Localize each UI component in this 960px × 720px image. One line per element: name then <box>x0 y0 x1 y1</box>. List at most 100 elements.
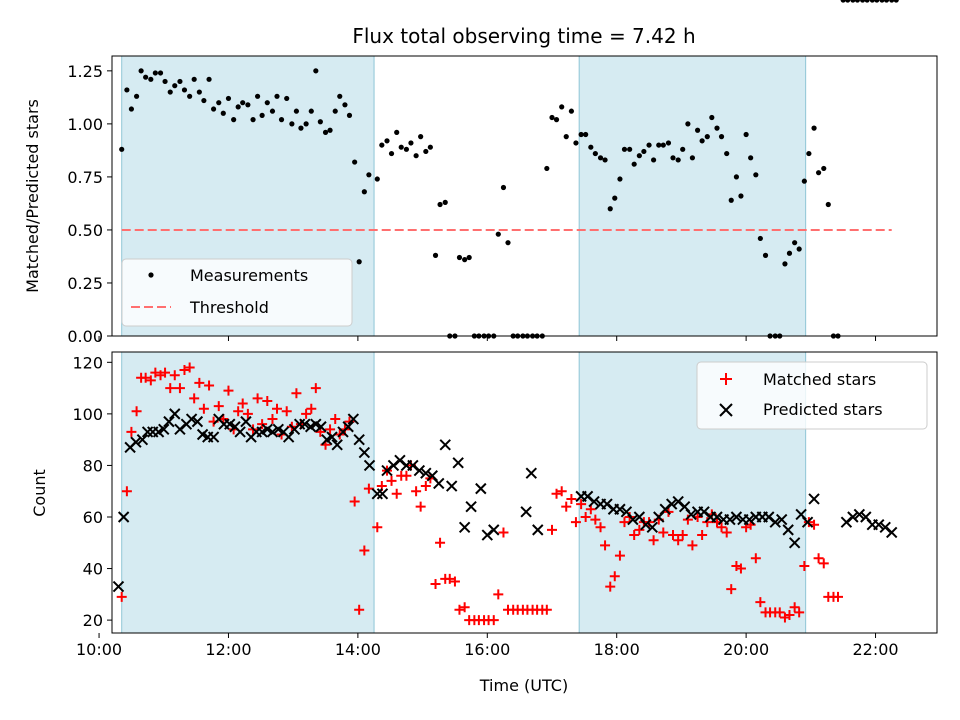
matched-star-point <box>784 609 795 620</box>
top-panel-points <box>119 0 899 339</box>
matched-star-point <box>306 403 317 414</box>
matched-star-point <box>242 408 253 419</box>
measurement-point <box>850 0 856 3</box>
measurement-point <box>181 87 188 93</box>
matched-star-point <box>605 581 616 592</box>
measurement-point <box>119 146 125 152</box>
predicted-star-point <box>808 493 820 505</box>
matched-star-point <box>179 365 190 376</box>
matched-star-point <box>233 406 244 417</box>
predicted-star-point <box>801 516 814 528</box>
matched-star-point <box>267 414 278 425</box>
measurement-point <box>133 93 140 99</box>
predicted-star-point <box>532 524 544 536</box>
matched-star-point <box>401 470 412 481</box>
bottom-panel: 20 40 60 80 100 120 10:00 12:00 14:00 16:00 18:00… <box>30 352 938 695</box>
matched-star-point <box>580 511 591 522</box>
x-tick-label: 14:00 <box>335 640 381 659</box>
legend-label-matched-stars: Matched stars <box>763 370 876 389</box>
measurement-point <box>879 0 885 3</box>
matched-star-point <box>140 372 151 383</box>
legend-label-measurements: Measurements <box>190 266 308 285</box>
matched-star-point <box>449 576 460 587</box>
legend-marker-predicted-stars <box>719 403 733 417</box>
matched-star-point <box>257 419 268 430</box>
predicted-star-point <box>640 519 652 531</box>
measurement-point <box>694 127 701 133</box>
matched-star-point <box>194 377 205 388</box>
predicted-star-point <box>525 467 538 479</box>
measurement-point <box>811 125 817 131</box>
measurement-point <box>148 76 154 82</box>
measurement-point <box>549 114 555 121</box>
matched-star-point <box>547 524 557 535</box>
top-panel-frame <box>111 55 938 337</box>
matched-star-point <box>223 385 234 396</box>
measurement-point <box>284 95 290 102</box>
matched-star-point <box>600 540 611 551</box>
measurement-point <box>293 108 300 114</box>
bottom-legend: Matched stars Predicted stars <box>696 361 928 430</box>
matched-star-point <box>386 475 397 486</box>
predicted-star-point <box>207 431 220 443</box>
predicted-star-point <box>588 495 600 508</box>
matched-star-point <box>609 571 620 582</box>
measurement-point <box>356 259 362 265</box>
predicted-star-point <box>782 524 794 536</box>
matched-star-point <box>619 517 630 528</box>
measurement-point <box>220 110 226 116</box>
matched-star-point <box>735 563 746 574</box>
matched-star-point <box>774 607 785 618</box>
predicted-star-point <box>730 511 743 523</box>
measurement-point <box>352 159 358 165</box>
predicted-star-point <box>646 521 659 534</box>
measurement-point <box>196 89 202 95</box>
predicted-star-point <box>724 513 736 526</box>
matched-star-point <box>794 607 805 618</box>
predicted-star-point <box>433 477 445 490</box>
y-tick-label: 1.00 <box>67 115 103 134</box>
matched-star-point <box>325 424 336 435</box>
measurement-point <box>859 0 866 3</box>
measurement-point <box>825 201 831 208</box>
measurement-point <box>413 153 419 159</box>
measurement-point <box>753 172 759 178</box>
measurement-point <box>250 117 256 123</box>
y-tick-label: 100 <box>72 405 103 424</box>
measurement-point <box>840 0 846 3</box>
predicted-star-point <box>163 415 175 428</box>
measurement-point <box>398 144 404 150</box>
matched-star-point <box>145 375 156 386</box>
matched-star-point <box>116 591 127 602</box>
predicted-star-point <box>847 511 859 523</box>
bottom-panel-y-label: Count <box>30 469 49 517</box>
measurement-point <box>724 150 730 157</box>
matched-star-point <box>310 383 321 394</box>
measurement-point <box>172 83 178 89</box>
measurement-point <box>374 176 380 182</box>
matched-star-point <box>750 553 761 564</box>
predicted-star-point <box>158 423 170 436</box>
measurement-point <box>191 76 197 82</box>
matched-star-point <box>363 483 374 494</box>
measurement-point <box>505 240 511 246</box>
matched-star-point <box>213 401 224 412</box>
measurement-point <box>225 95 232 102</box>
predicted-star-point <box>439 439 451 451</box>
matched-star-point <box>411 486 422 497</box>
predicted-star-point <box>465 500 477 513</box>
matched-star-point <box>272 403 282 414</box>
matched-star-point <box>354 604 365 615</box>
measurement-point <box>442 199 448 205</box>
measurement-point <box>337 93 343 99</box>
measurement-point <box>235 104 241 110</box>
measurement-point <box>685 121 691 127</box>
measurement-point <box>893 0 899 3</box>
measurement-point <box>361 189 367 195</box>
measurement-point <box>437 201 443 208</box>
bottom-legend-box <box>696 361 928 430</box>
predicted-star-point <box>475 482 487 495</box>
measurement-point <box>874 0 880 3</box>
measurement-point <box>427 144 433 150</box>
top-panel-y-ticks: 0.00 0.25 0.50 0.75 1.00 1.25 <box>67 62 112 346</box>
